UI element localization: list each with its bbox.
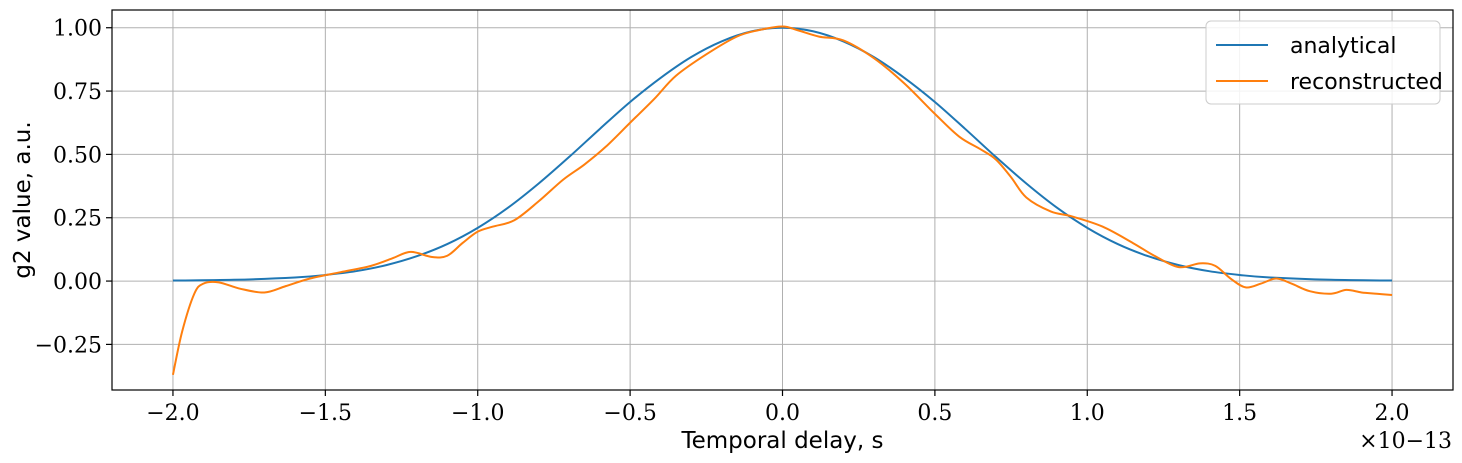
legend-box (1205, 20, 1441, 105)
legend-label-reconstructed: reconstructed (1290, 70, 1443, 95)
y-tick-label: 0.50 (53, 143, 102, 168)
y-tick-label: 0.75 (53, 80, 102, 105)
x-tick-label: 0.5 (917, 401, 952, 426)
y-axis-title: g2 value, a.u. (10, 121, 36, 278)
series-layer (171, 25, 1393, 376)
x-axis-title: Temporal delay, s (680, 428, 883, 454)
ticks: −2.0 −1.5 −1.0 −0.5 0.0 0.5 1.0 1.5 2.0 −0.25 0.00… (35, 17, 1410, 426)
y-tick-label: −0.25 (35, 333, 102, 358)
y-tick-label: 0.00 (53, 270, 102, 295)
series-line-analytical (172, 26, 1393, 282)
x-axis-offset-text: ×10−13 (1359, 429, 1452, 454)
y-tick-label: 1.00 (53, 17, 102, 42)
legend: analytical reconstructed (1205, 20, 1443, 105)
x-tick-label: −1.5 (299, 401, 352, 426)
x-tick-label: −0.5 (603, 401, 656, 426)
x-tick-label: −2.0 (146, 401, 199, 426)
x-tick-label: 0.0 (765, 401, 800, 426)
x-tick-label: −1.0 (451, 401, 504, 426)
legend-label-analytical: analytical (1290, 34, 1396, 59)
x-tick-label: 1.5 (1222, 401, 1257, 426)
series-line-reconstructed (171, 25, 1393, 376)
y-tick-label: 0.25 (53, 207, 102, 232)
x-tick-label: 2.0 (1375, 401, 1410, 426)
x-tick-label: 1.0 (1070, 401, 1105, 426)
